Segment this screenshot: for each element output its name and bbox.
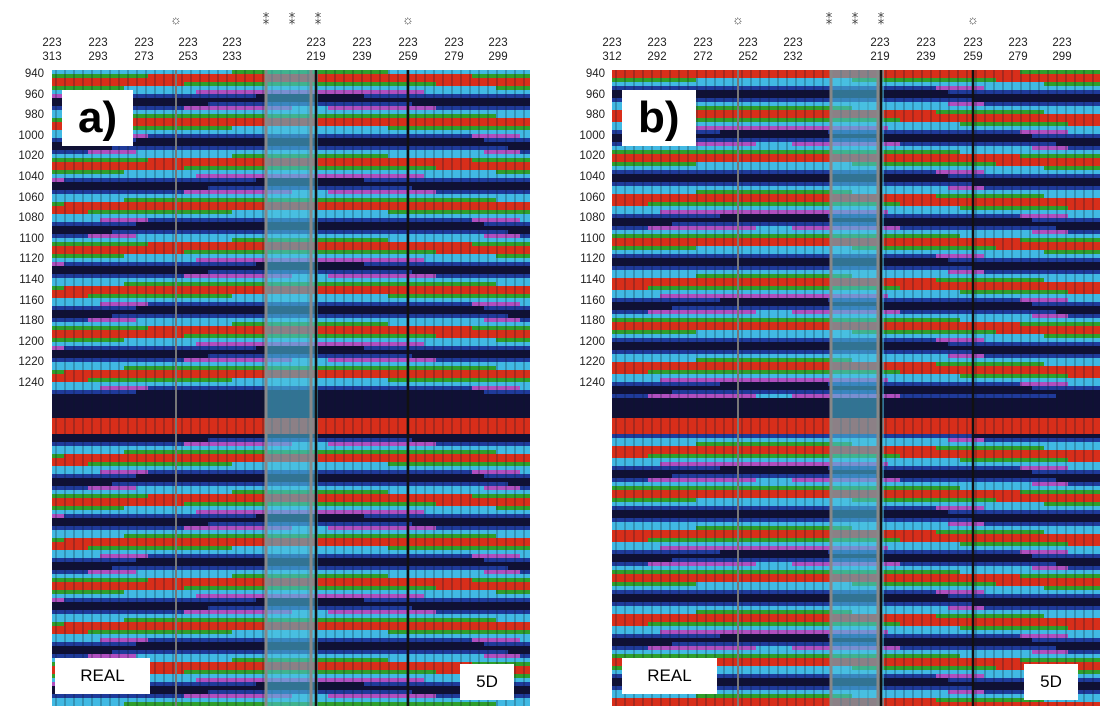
- trace-header-label: 223 279: [1008, 37, 1028, 63]
- crossed-well-marker-icon: ⁑: [825, 12, 833, 27]
- panel-label: a): [62, 90, 134, 146]
- trace-header-label: 223 313: [42, 37, 62, 63]
- time-tick-label: 1080: [579, 212, 605, 225]
- time-tick-label: 1040: [18, 171, 44, 183]
- time-tick-label: 940: [585, 68, 605, 80]
- trace-header-label: 223 233: [222, 37, 242, 63]
- seismic-section: [52, 70, 530, 706]
- real-label: REAL: [55, 658, 150, 694]
- time-tick-label: 1180: [19, 315, 44, 328]
- time-tick-label: 1020: [579, 150, 605, 163]
- trace-header-label: 223 219: [870, 37, 890, 63]
- time-tick-label: 1200: [579, 335, 605, 348]
- trace-header-label: 223 219: [306, 37, 326, 63]
- time-tick-label: 1160: [19, 294, 44, 307]
- time-tick-label: 1000: [18, 129, 44, 142]
- panel-label: b): [622, 90, 696, 146]
- trace-header-label: 223 299: [488, 37, 508, 63]
- trace-header-label: 223 273: [134, 37, 154, 63]
- well-marker-icon: ☼: [732, 12, 744, 27]
- time-tick-label: 1200: [18, 335, 44, 348]
- trace-header-label: 223 232: [783, 37, 803, 63]
- time-tick-label: 1240: [18, 377, 44, 389]
- trace-header-label: 223 312: [602, 37, 622, 63]
- well-marker-icon: ☼: [402, 12, 414, 27]
- trace-header-label: 223 259: [963, 37, 983, 63]
- time-tick-label: 980: [24, 109, 44, 122]
- real-label: REAL: [622, 658, 717, 694]
- trace-header-label: 223 292: [647, 37, 667, 63]
- time-tick-label: 1100: [580, 232, 605, 245]
- crossed-well-marker-icon: ⁑: [288, 12, 296, 27]
- time-tick-label: 1180: [580, 315, 605, 328]
- time-tick-label: 1000: [579, 129, 605, 142]
- time-tick-label: 1060: [579, 191, 605, 204]
- time-tick-label: 1040: [579, 171, 605, 183]
- time-tick-label: 1020: [18, 150, 44, 163]
- well-marker-icon: ☼: [967, 12, 979, 27]
- time-tick-label: 1140: [580, 274, 605, 286]
- seismic-section: [612, 70, 1100, 706]
- trace-header-label: 223 253: [178, 37, 198, 63]
- time-tick-label: 1160: [580, 294, 605, 307]
- time-tick-label: 1120: [580, 253, 605, 266]
- time-tick-label: 1100: [19, 232, 44, 245]
- time-tick-label: 960: [585, 88, 605, 101]
- time-tick-label: 1120: [19, 253, 44, 266]
- trace-header-label: 223 299: [1052, 37, 1072, 63]
- time-tick-label: 1140: [19, 274, 44, 286]
- time-tick-label: 980: [585, 109, 605, 122]
- time-tick-label: 1080: [18, 212, 44, 225]
- seismic-image: [52, 70, 530, 706]
- trace-header-label: 223 239: [352, 37, 372, 63]
- seismic-image: [612, 70, 1100, 706]
- time-tick-label: 1240: [579, 377, 605, 389]
- time-tick-label: 960: [24, 88, 44, 101]
- panel-a: 223 313 223 293 223 273 223 253 223 233 223 219 223 2…: [0, 0, 535, 720]
- crossed-well-marker-icon: ⁑: [877, 12, 885, 27]
- time-tick-label: 940: [24, 68, 44, 80]
- trace-header-label: 223 293: [88, 37, 108, 63]
- trace-header-label: 223 279: [444, 37, 464, 63]
- time-tick-label: 1220: [579, 356, 605, 369]
- crossed-well-marker-icon: ⁑: [851, 12, 859, 27]
- trace-header-label: 223 239: [916, 37, 936, 63]
- time-tick-label: 1060: [18, 191, 44, 204]
- panel-b: 223 312 223 292 223 272 223 252 223 232 223 219 223 2…: [565, 0, 1100, 720]
- trace-header-label: 223 252: [738, 37, 758, 63]
- trace-header-label: 223 259: [398, 37, 418, 63]
- crossed-well-marker-icon: ⁑: [314, 12, 322, 27]
- trace-header-label: 223 272: [693, 37, 713, 63]
- 5d-label: 5D: [1024, 664, 1078, 700]
- crossed-well-marker-icon: ⁑: [262, 12, 270, 27]
- time-tick-label: 1220: [18, 356, 44, 369]
- 5d-label: 5D: [460, 664, 514, 700]
- well-marker-icon: ☼: [170, 12, 182, 27]
